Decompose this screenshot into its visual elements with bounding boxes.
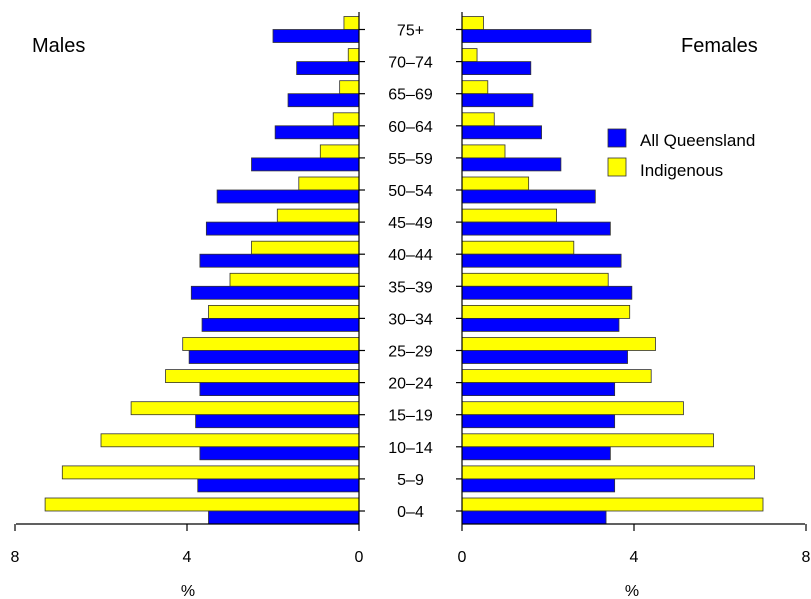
age-group-label-45-49: 45–49 <box>388 215 433 232</box>
female-indigenous-bar-60-64 <box>461 112 495 127</box>
female-all-queensland-bar-55-59 <box>461 157 562 172</box>
bars-layer <box>44 16 764 525</box>
female-all-queensland-bar-5-9 <box>461 478 616 493</box>
female-indigenous-bar-5-9 <box>461 465 755 480</box>
age-group-label-65-69: 65–69 <box>388 87 433 104</box>
age-group-label-20-24: 20–24 <box>388 376 433 393</box>
age-group-label-30-34: 30–34 <box>388 311 433 328</box>
x-axis-title-right: % <box>625 583 639 599</box>
female-indigenous-bar-15-19 <box>461 401 684 416</box>
male-all-queensland-bar-5-9 <box>197 478 360 493</box>
male-all-queensland-bar-40-44 <box>199 253 360 268</box>
age-group-label-55-59: 55–59 <box>388 151 433 168</box>
x-tick-label-1: 4 <box>183 549 192 566</box>
male-indigenous-bar-25-29 <box>182 337 360 351</box>
female-indigenous-bar-45-49 <box>461 208 557 223</box>
male-indigenous-bar-75plus <box>343 16 360 30</box>
female-all-queensland-bar-45-49 <box>461 221 611 236</box>
male-indigenous-bar-35-39 <box>229 272 360 287</box>
male-indigenous-bar-50-54 <box>298 176 360 191</box>
female-indigenous-bar-35-39 <box>461 272 609 287</box>
age-group-label-35-39: 35–39 <box>388 279 433 296</box>
male-all-queensland-bar-55-59 <box>251 157 360 172</box>
female-indigenous-bar-50-54 <box>461 176 530 191</box>
females-title: Females <box>681 35 758 57</box>
female-all-queensland-bar-30-34 <box>461 317 620 332</box>
female-all-queensland-bar-50-54 <box>461 189 596 204</box>
male-all-queensland-bar-15-19 <box>195 414 360 429</box>
age-group-label-40-44: 40–44 <box>388 247 433 264</box>
female-indigenous-bar-65-69 <box>461 80 489 95</box>
x-tick-label-2: 0 <box>355 549 364 566</box>
female-indigenous-bar-0-4 <box>461 497 764 512</box>
male-indigenous-bar-10-14 <box>100 433 360 448</box>
female-indigenous-bar-75plus <box>461 16 484 30</box>
female-all-queensland-bar-75plus <box>461 29 592 43</box>
age-group-label-60-64: 60–64 <box>388 119 433 136</box>
axes-layer <box>14 12 807 531</box>
x-axis-title-left: % <box>181 583 195 599</box>
male-all-queensland-bar-75plus <box>272 29 360 43</box>
males-title: Males <box>32 35 85 57</box>
legend-swatch-indigenous <box>607 157 627 177</box>
age-group-label-0-4: 0–4 <box>397 504 424 521</box>
legend-swatch-all-queensland <box>607 128 627 148</box>
x-tick-label-5: 8 <box>802 549 811 566</box>
x-tick-label-0: 8 <box>11 549 20 566</box>
female-indigenous-bar-55-59 <box>461 144 506 159</box>
male-indigenous-bar-55-59 <box>319 144 360 159</box>
male-all-queensland-bar-50-54 <box>216 189 360 204</box>
female-all-queensland-bar-0-4 <box>461 510 607 525</box>
male-indigenous-bar-40-44 <box>251 240 360 255</box>
male-all-queensland-bar-45-49 <box>205 221 360 236</box>
male-all-queensland-bar-60-64 <box>274 125 360 140</box>
male-all-queensland-bar-10-14 <box>199 446 360 461</box>
legend-label-all-queensland: All Queensland <box>640 131 755 150</box>
male-all-queensland-bar-0-4 <box>208 510 360 525</box>
female-indigenous-bar-70-74 <box>461 48 478 62</box>
female-indigenous-bar-40-44 <box>461 240 575 255</box>
age-group-label-70-74: 70–74 <box>388 55 433 72</box>
female-all-queensland-bar-60-64 <box>461 125 542 140</box>
male-all-queensland-bar-65-69 <box>287 93 360 108</box>
female-all-queensland-bar-65-69 <box>461 93 534 108</box>
female-indigenous-bar-30-34 <box>461 304 631 319</box>
female-all-queensland-bar-10-14 <box>461 446 611 461</box>
male-indigenous-bar-5-9 <box>61 465 360 480</box>
male-indigenous-bar-70-74 <box>347 48 360 62</box>
male-indigenous-bar-15-19 <box>130 401 360 416</box>
age-group-label-15-19: 15–19 <box>388 408 433 425</box>
male-all-queensland-bar-70-74 <box>296 61 360 75</box>
x-tick-label-4: 4 <box>630 549 639 566</box>
male-all-queensland-bar-35-39 <box>190 285 360 300</box>
male-all-queensland-bar-20-24 <box>199 382 360 397</box>
female-all-queensland-bar-15-19 <box>461 414 616 429</box>
age-group-label-25-29: 25–29 <box>388 344 433 361</box>
female-indigenous-bar-20-24 <box>461 369 652 384</box>
female-all-queensland-bar-35-39 <box>461 285 633 300</box>
male-indigenous-bar-65-69 <box>339 80 360 95</box>
legend: All Queensland Indigenous <box>607 128 755 180</box>
female-all-queensland-bar-25-29 <box>461 350 628 364</box>
female-indigenous-bar-25-29 <box>461 337 656 351</box>
female-all-queensland-bar-70-74 <box>461 61 532 75</box>
female-all-queensland-bar-20-24 <box>461 382 616 397</box>
male-indigenous-bar-60-64 <box>332 112 360 127</box>
male-indigenous-bar-45-49 <box>276 208 360 223</box>
age-group-label-10-14: 10–14 <box>388 440 433 457</box>
male-indigenous-bar-20-24 <box>165 369 360 384</box>
age-group-label-75plus: 75+ <box>397 23 424 40</box>
female-indigenous-bar-10-14 <box>461 433 714 448</box>
female-all-queensland-bar-40-44 <box>461 253 622 268</box>
labels-layer: 0–4 5–9 10–14 15–19 20–24 25–29 30–34 35–39 40–4… <box>11 23 811 567</box>
age-group-label-50-54: 50–54 <box>388 183 433 200</box>
male-indigenous-bar-0-4 <box>44 497 360 512</box>
male-indigenous-bar-30-34 <box>208 304 360 319</box>
age-group-label-5-9: 5–9 <box>397 472 424 489</box>
male-all-queensland-bar-30-34 <box>201 317 360 332</box>
x-tick-label-3: 0 <box>458 549 467 566</box>
male-all-queensland-bar-25-29 <box>188 350 360 364</box>
legend-label-indigenous: Indigenous <box>640 161 723 180</box>
